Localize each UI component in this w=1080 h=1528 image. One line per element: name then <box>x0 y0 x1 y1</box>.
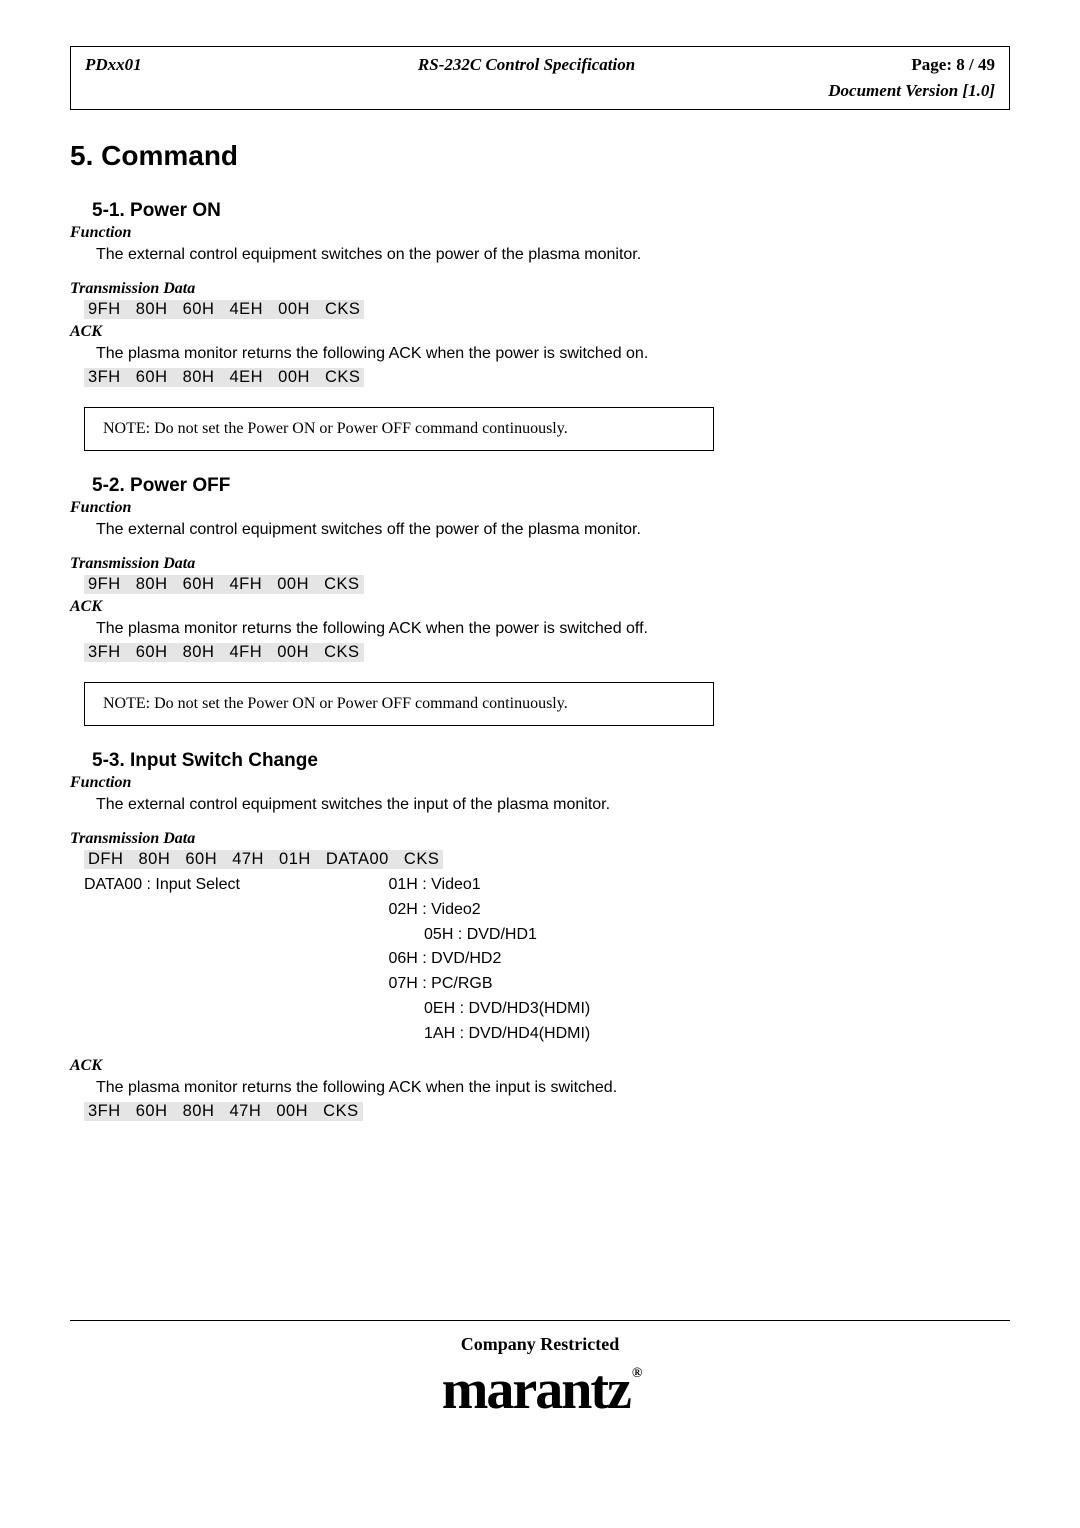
note-box-5-1: NOTE: Do not set the Power ON or Power O… <box>84 407 714 451</box>
ack-text-5-1: The plasma monitor returns the following… <box>96 343 1010 365</box>
opt-06h: 06H : DVD/HD2 <box>388 950 501 967</box>
subsection-5-1: 5-1. Power ON <box>92 200 1010 222</box>
page-header-frame: PDxx01 RS-232C Control Specification Pag… <box>70 46 1010 110</box>
footer-logo-wrap: marantz® <box>70 1358 1010 1422</box>
txdata-label: Transmission Data <box>70 830 1010 848</box>
data00-block: DATA00 : Input Select 01H : Video1 02H :… <box>84 873 1010 1047</box>
ack-text-5-2: The plasma monitor returns the following… <box>96 618 1010 640</box>
header-row: PDxx01 RS-232C Control Specification Pag… <box>85 55 995 75</box>
opt-02h: 02H : Video2 <box>388 901 480 918</box>
footer-rule <box>70 1320 1010 1321</box>
ack-bytes-5-1: 3FH 60H 80H 4EH 00H CKS <box>84 368 364 387</box>
function-text-5-3: The external control equipment switches … <box>96 794 1010 816</box>
opt-07h: 07H : PC/RGB <box>388 975 492 992</box>
function-text-5-2: The external control equipment switches … <box>96 519 1010 541</box>
function-text-5-1: The external control equipment switches … <box>96 244 1010 266</box>
note-box-5-2: NOTE: Do not set the Power ON or Power O… <box>84 682 714 726</box>
function-label: Function <box>70 499 1010 517</box>
page-content: 5. Command 5-1. Power ON Function The ex… <box>70 130 1010 1125</box>
ack-label: ACK <box>70 598 1010 616</box>
ack-label: ACK <box>70 323 1010 341</box>
data00-label: DATA00 : Input Select <box>84 873 384 898</box>
tx-bytes-5-2: 9FH 80H 60H 4FH 00H CKS <box>84 575 364 594</box>
opt-05h: 05H : DVD/HD1 <box>388 926 536 943</box>
opt-0eh: 0EH : DVD/HD3(HDMI) <box>388 1000 590 1017</box>
brand-logo: marantz® <box>442 1358 639 1422</box>
txdata-label: Transmission Data <box>70 280 1010 298</box>
tx-bytes-5-1: 9FH 80H 60H 4EH 00H CKS <box>84 300 364 319</box>
subsection-5-2: 5-2. Power OFF <box>92 475 1010 497</box>
opt-01h: 01H : Video1 <box>388 876 480 893</box>
registered-icon: ® <box>632 1366 640 1381</box>
data00-options: 01H : Video1 02H : Video2 05H : DVD/HD1 … <box>388 873 590 1047</box>
ack-text-5-3: The plasma monitor returns the following… <box>96 1077 1010 1099</box>
header-page: Page: 8 / 49 <box>911 55 995 75</box>
opt-1ah: 1AH : DVD/HD4(HDMI) <box>388 1025 590 1042</box>
ack-bytes-5-3: 3FH 60H 80H 47H 00H CKS <box>84 1102 363 1121</box>
section-title: 5. Command <box>70 140 1010 172</box>
ack-label: ACK <box>70 1057 1010 1075</box>
brand-text: marantz <box>442 1359 630 1421</box>
header-title: RS-232C Control Specification <box>418 55 635 75</box>
tx-bytes-5-3: DFH 80H 60H 47H 01H DATA00 CKS <box>84 850 443 869</box>
txdata-label: Transmission Data <box>70 555 1010 573</box>
header-version: Document Version [1.0] <box>85 81 995 101</box>
function-label: Function <box>70 224 1010 242</box>
footer-restricted: Company Restricted <box>70 1334 1010 1355</box>
header-product: PDxx01 <box>85 55 142 75</box>
function-label: Function <box>70 774 1010 792</box>
ack-bytes-5-2: 3FH 60H 80H 4FH 00H CKS <box>84 643 364 662</box>
subsection-5-3: 5-3. Input Switch Change <box>92 750 1010 772</box>
